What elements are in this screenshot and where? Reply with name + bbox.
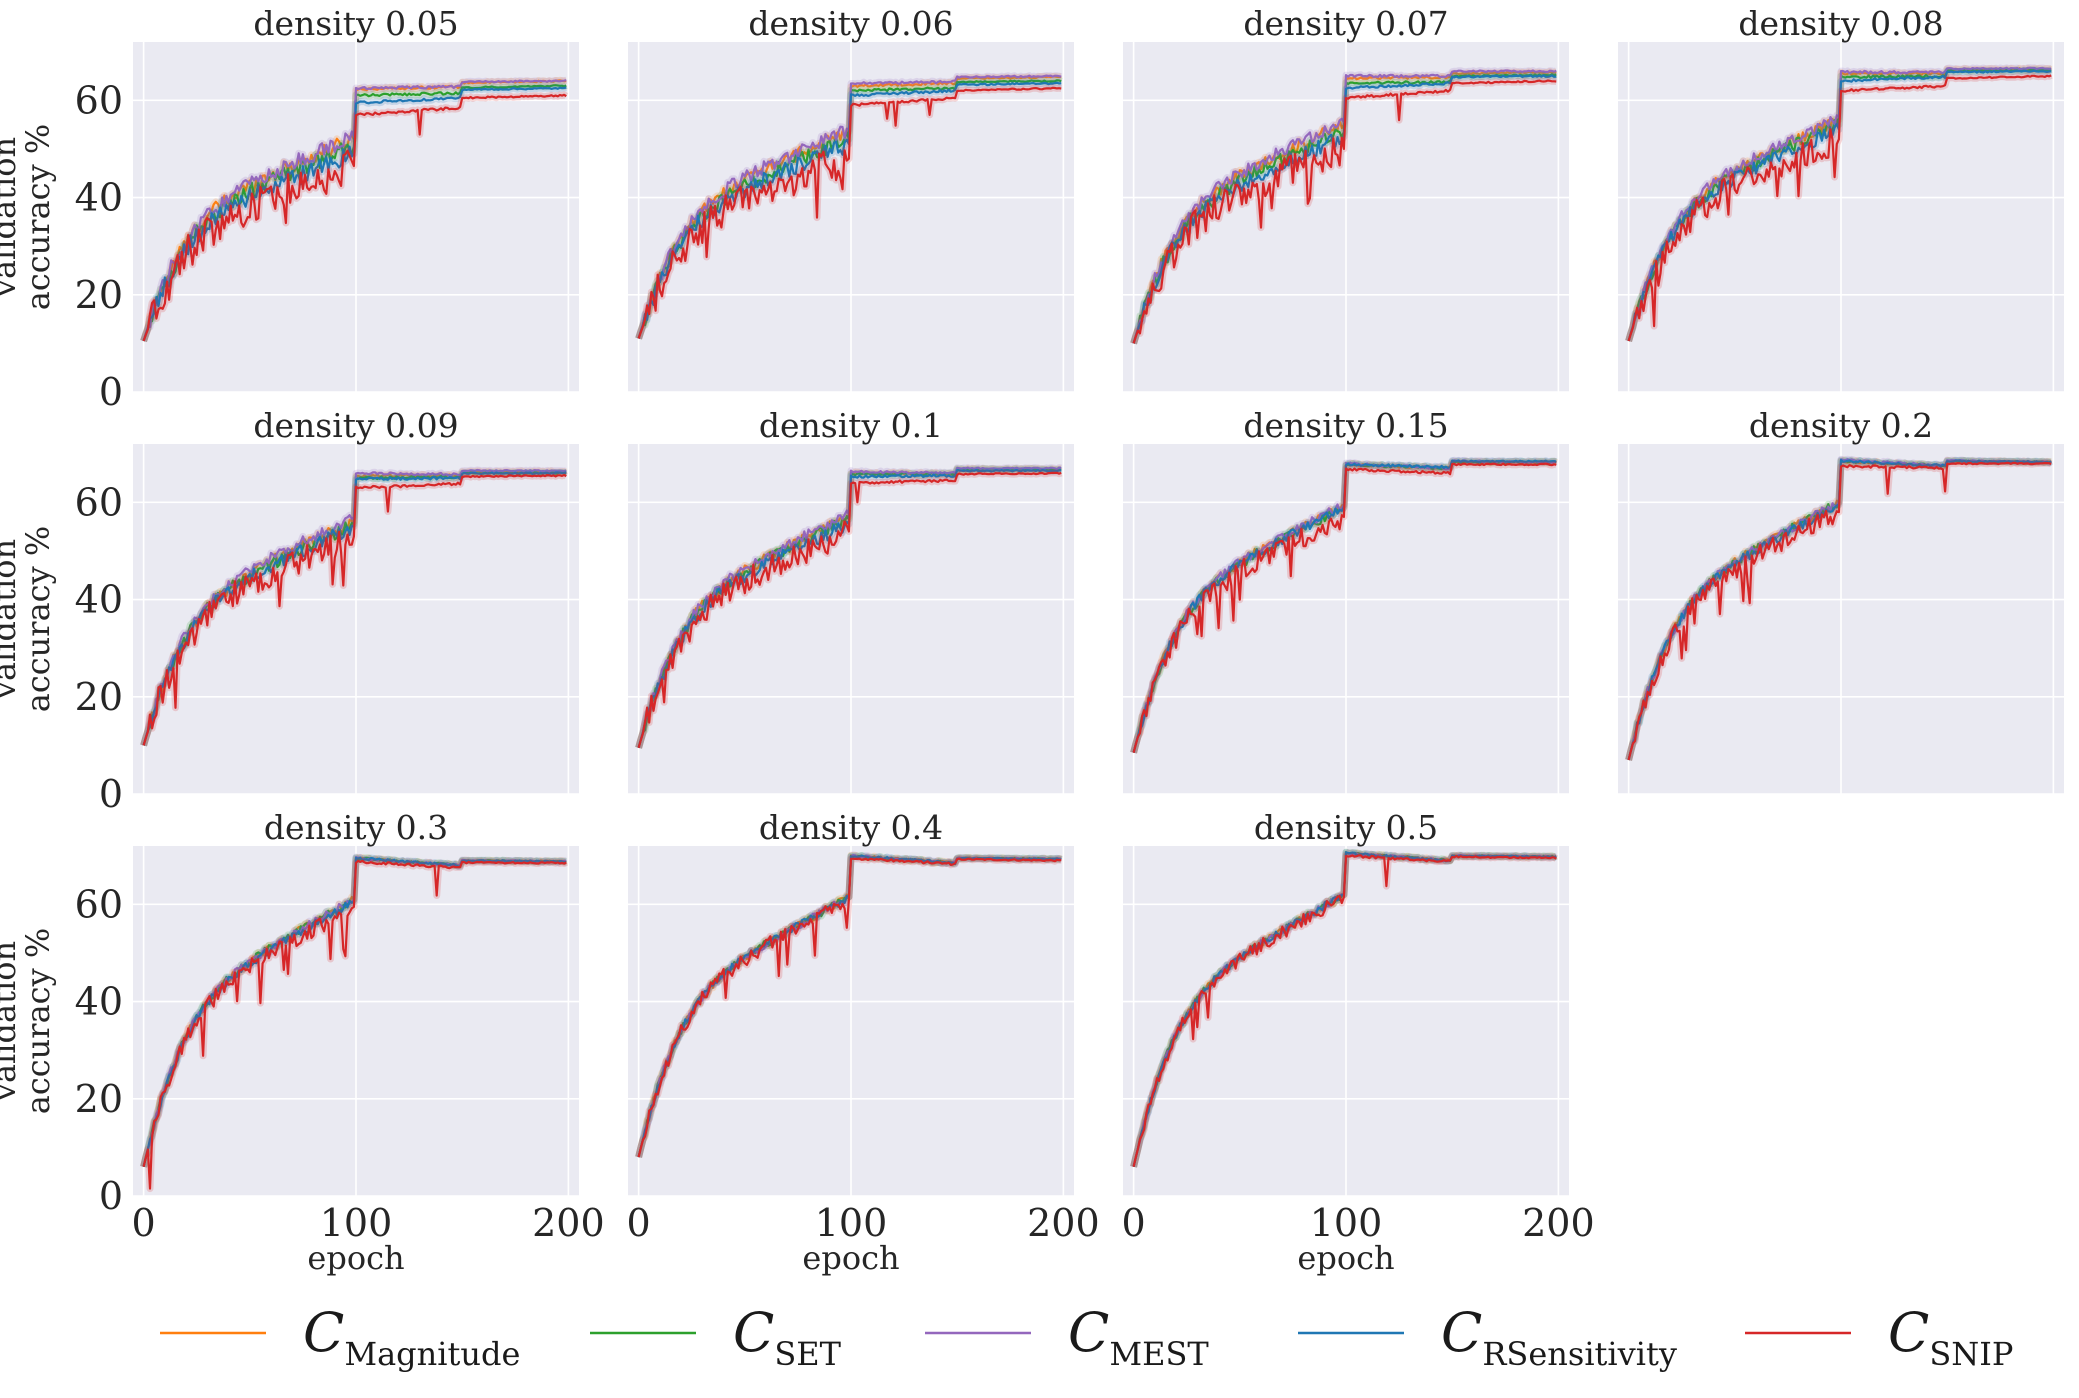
y-tick-label: 60 bbox=[75, 882, 123, 926]
series-line-SNIP bbox=[142, 473, 567, 746]
y-tick-label: 0 bbox=[99, 772, 123, 816]
x-tick-label: 0 bbox=[1122, 1201, 1146, 1245]
x-axis-label: epoch bbox=[802, 1239, 899, 1277]
series-line-SNIP bbox=[1627, 74, 2052, 342]
subplot-8: density 0.2 bbox=[1618, 406, 2064, 795]
legend-subscript: MEST bbox=[1109, 1335, 1209, 1373]
y-tick-label: 40 bbox=[75, 980, 123, 1024]
subplot-3: density 0.07 bbox=[1123, 4, 1569, 393]
y-axis-label: accuracy % bbox=[19, 928, 57, 1114]
legend-symbol: C bbox=[1068, 1301, 1109, 1364]
subplot-title: density 0.5 bbox=[1254, 808, 1438, 847]
x-tick-label: 200 bbox=[1522, 1201, 1595, 1245]
subplot-2: density 0.06 bbox=[628, 4, 1074, 393]
subplot-title: density 0.07 bbox=[1243, 4, 1448, 43]
legend-subscript: SET bbox=[774, 1335, 841, 1373]
subplot-title: density 0.15 bbox=[1243, 406, 1448, 445]
y-tick-label: 20 bbox=[75, 273, 123, 317]
legend-entry-SET: CSET bbox=[590, 1301, 842, 1373]
subplot-title: density 0.4 bbox=[759, 808, 943, 847]
series-line-SNIP bbox=[1132, 854, 1557, 1168]
legend-entry-RSensitivity: CRSensitivity bbox=[1298, 1301, 1677, 1373]
subplot-10: 0 100 200 density 0.4 epoch bbox=[627, 808, 1100, 1277]
subplot-6: density 0.1 bbox=[628, 406, 1074, 795]
series-line-SNIP bbox=[142, 93, 567, 342]
series-line-SNIP bbox=[1627, 461, 2052, 761]
y-tick-label: 20 bbox=[75, 675, 123, 719]
y-axis-label: validation bbox=[0, 941, 23, 1102]
subplot-title: density 0.09 bbox=[253, 406, 458, 445]
x-tick-label: 200 bbox=[532, 1201, 605, 1245]
x-tick-label: 200 bbox=[1027, 1201, 1100, 1245]
legend-entry-Magnitude: CMagnitude bbox=[160, 1301, 520, 1373]
y-tick-label: 40 bbox=[75, 176, 123, 220]
x-tick-label: 100 bbox=[1310, 1201, 1383, 1245]
subplot-4: density 0.08 bbox=[1618, 4, 2064, 393]
legend-symbol: C bbox=[1888, 1301, 1929, 1364]
legend: CMagnitude CSET CMEST CRSensitivity CSNIP bbox=[160, 1301, 2013, 1373]
legend-subscript: SNIP bbox=[1929, 1335, 2013, 1373]
legend-label: CSNIP bbox=[1888, 1301, 2013, 1373]
subplot-7: density 0.15 bbox=[1123, 406, 1569, 795]
x-tick-label: 100 bbox=[320, 1201, 393, 1245]
y-axis-label: accuracy % bbox=[19, 526, 57, 712]
series-line-SNIP bbox=[1132, 79, 1557, 344]
y-tick-label: 40 bbox=[75, 578, 123, 622]
subplot-title: density 0.2 bbox=[1749, 406, 1933, 445]
series-line-SNIP bbox=[637, 86, 1062, 339]
y-tick-label: 60 bbox=[75, 480, 123, 524]
y-axis-label: validation bbox=[0, 539, 23, 700]
x-tick-label: 0 bbox=[627, 1201, 651, 1245]
legend-label: CSET bbox=[733, 1301, 842, 1373]
legend-entry-SNIP: CSNIP bbox=[1745, 1301, 2013, 1373]
y-tick-label: 20 bbox=[75, 1077, 123, 1121]
legend-entry-MEST: CMEST bbox=[925, 1301, 1209, 1373]
y-tick-label: 0 bbox=[99, 370, 123, 414]
legend-label: CMEST bbox=[1068, 1301, 1209, 1373]
legend-symbol: C bbox=[733, 1301, 774, 1364]
subplot-title: density 0.05 bbox=[253, 4, 458, 43]
x-axis-label: epoch bbox=[307, 1239, 404, 1277]
y-axis-label: accuracy % bbox=[19, 124, 57, 310]
subplot-title: density 0.1 bbox=[759, 406, 943, 445]
y-axis-label: validation bbox=[0, 137, 23, 298]
x-tick-label: 0 bbox=[132, 1201, 156, 1245]
subplot-title: density 0.08 bbox=[1738, 4, 1943, 43]
subplot-title: density 0.3 bbox=[264, 808, 448, 847]
series-line-SNIP bbox=[637, 471, 1062, 749]
subplot-title: density 0.06 bbox=[748, 4, 953, 43]
series-line-SNIP bbox=[142, 859, 567, 1190]
subplot-9: 0 20 40 60 0 100 200 density 0.3 validationaccur… bbox=[0, 808, 605, 1277]
y-tick-label: 60 bbox=[75, 78, 123, 122]
legend-label: CRSensitivity bbox=[1441, 1301, 1677, 1373]
x-axis-label: epoch bbox=[1297, 1239, 1394, 1277]
legend-subscript: RSensitivity bbox=[1482, 1335, 1677, 1373]
x-tick-label: 100 bbox=[815, 1201, 888, 1245]
legend-subscript: Magnitude bbox=[344, 1335, 520, 1373]
series-line-SNIP bbox=[637, 857, 1062, 1158]
subplot-11: 0 100 200 density 0.5 epoch bbox=[1122, 808, 1595, 1277]
y-tick-label: 0 bbox=[99, 1174, 123, 1218]
legend-label: CMagnitude bbox=[303, 1301, 520, 1373]
series-line-SNIP bbox=[1132, 462, 1557, 753]
legend-symbol: C bbox=[303, 1301, 344, 1364]
legend-symbol: C bbox=[1441, 1301, 1482, 1364]
